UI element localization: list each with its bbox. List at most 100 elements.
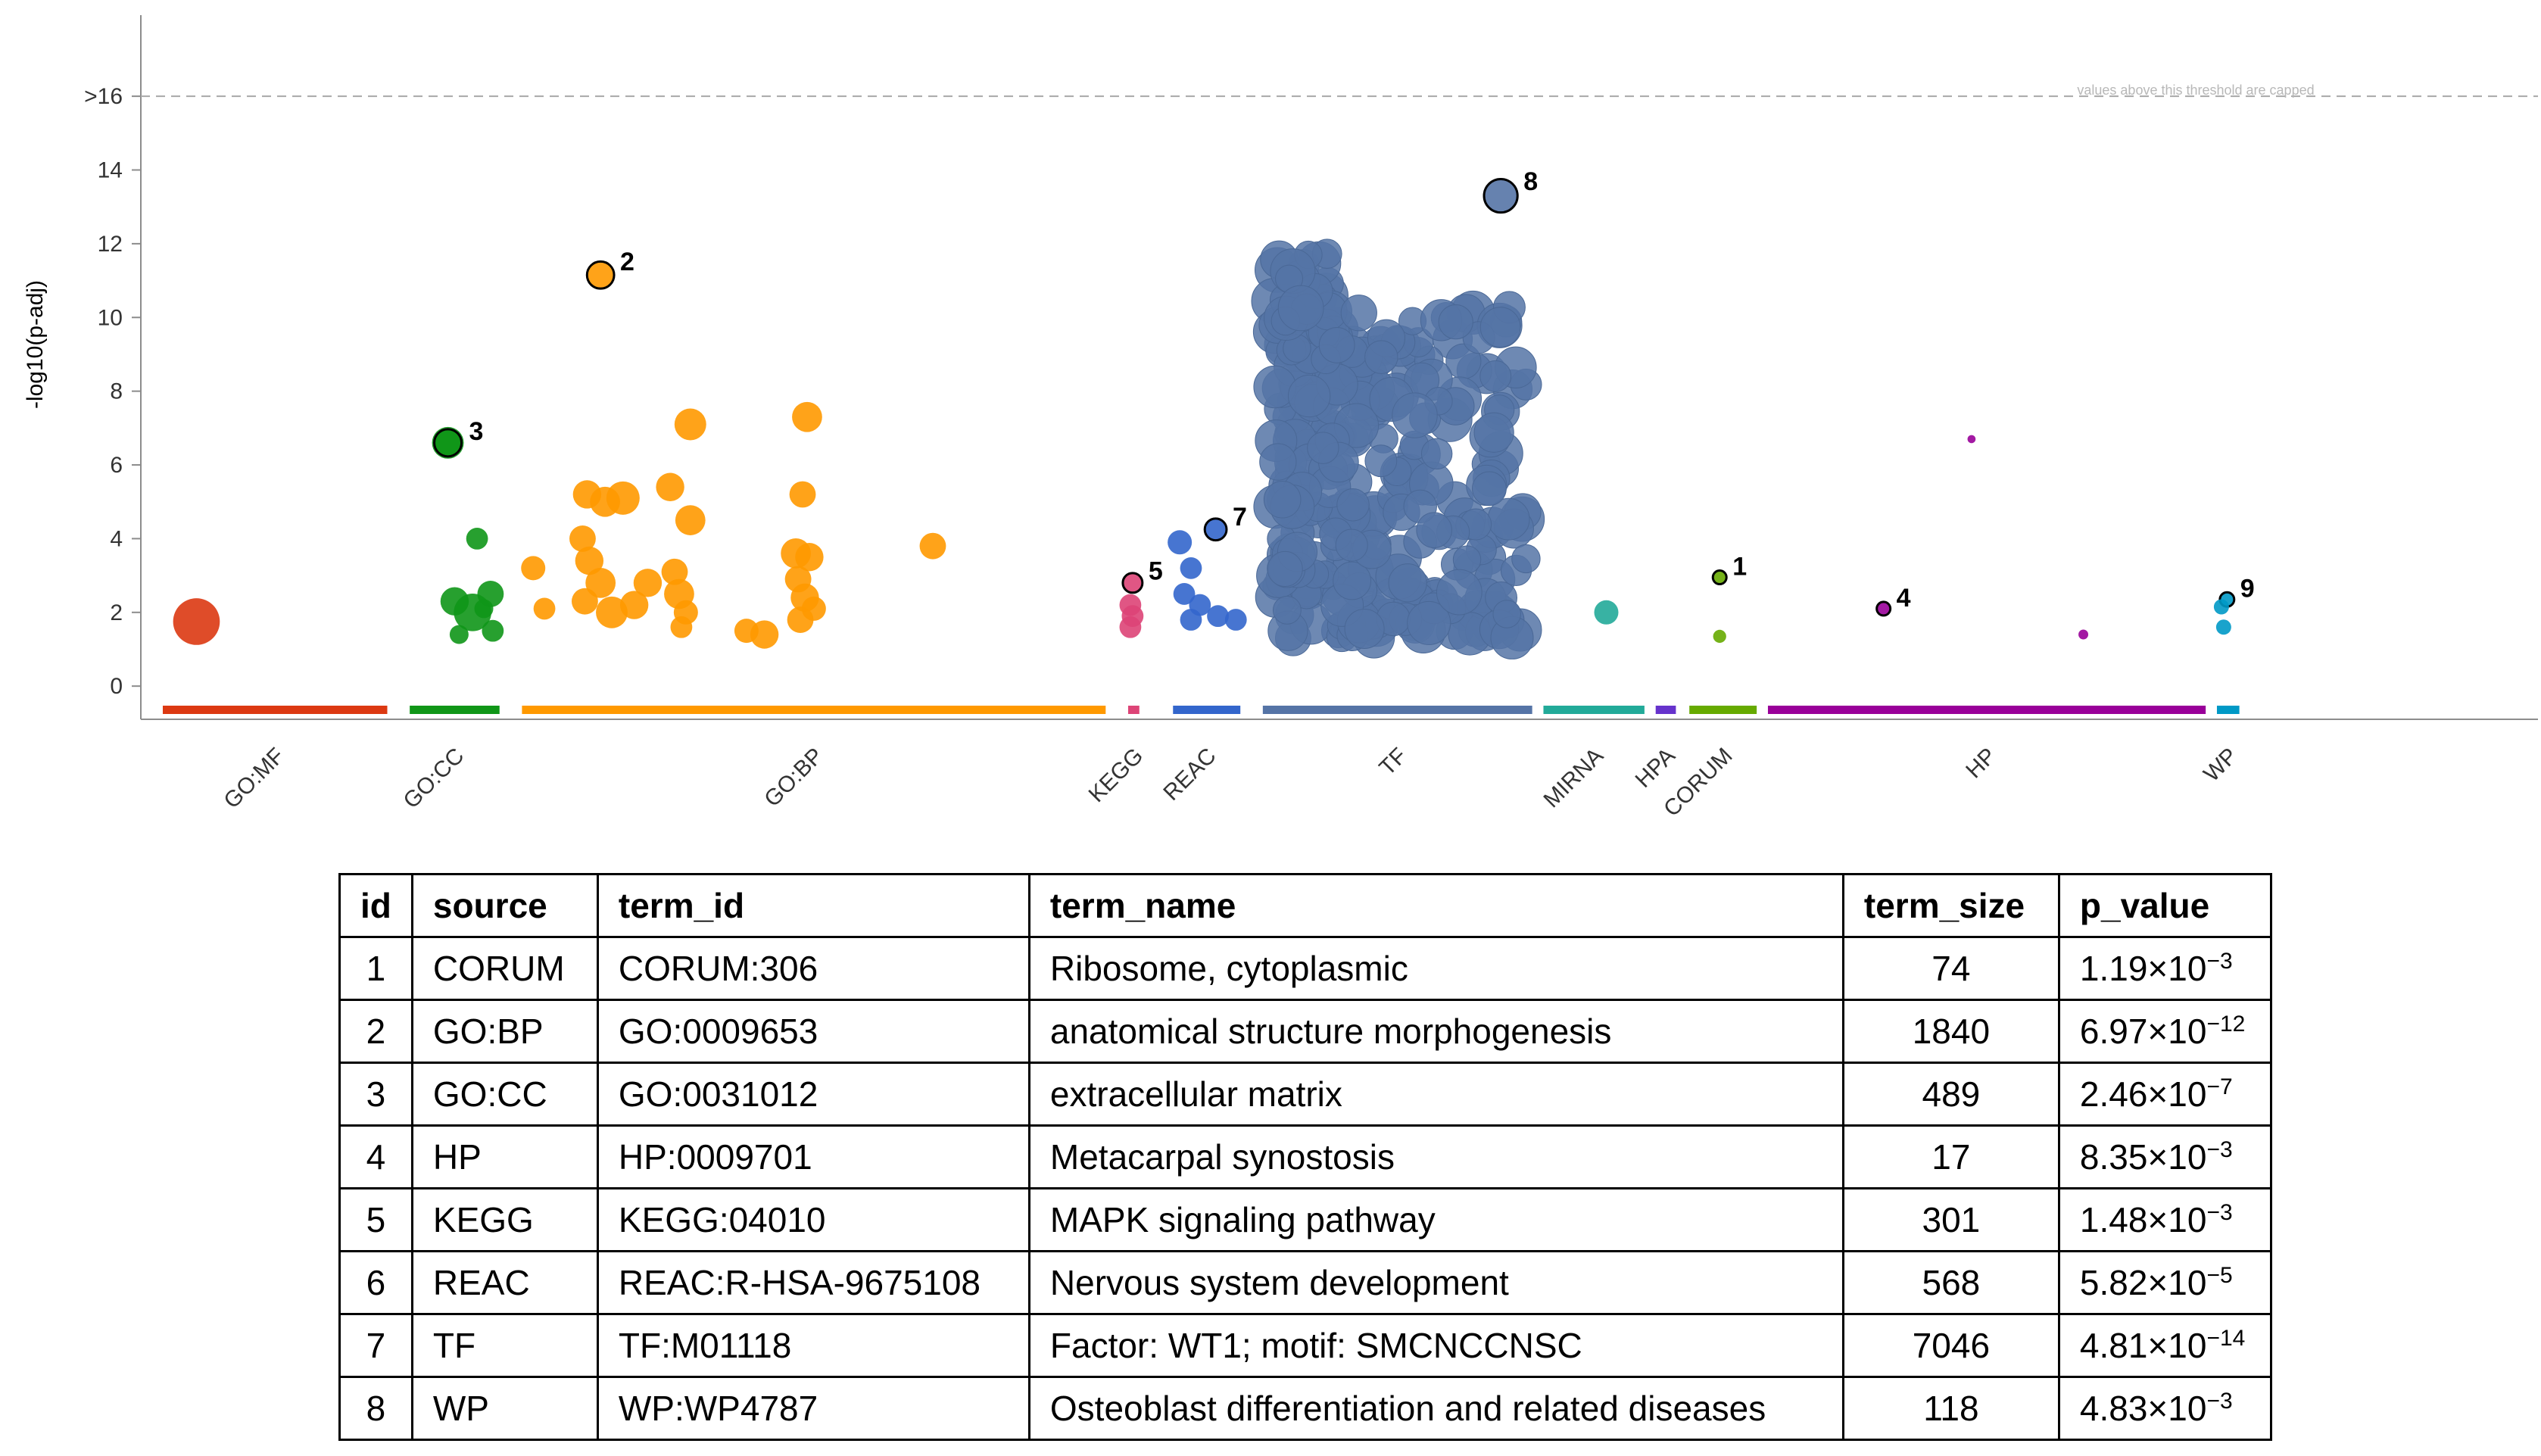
tf-cluster-point (1407, 600, 1451, 645)
cell-term-size: 489 (1841, 1062, 2060, 1127)
header-source: source (410, 873, 599, 938)
source-bar-corum (1689, 706, 1757, 714)
cell-p-value: 8.35×10−3 (2057, 1124, 2272, 1189)
tf-cluster-point (1473, 412, 1514, 453)
y-tick-label-1: 2 (110, 600, 123, 625)
x-category-label-go-bp: GO:BP (759, 744, 828, 812)
table-row: 6 REAC REAC:R-HSA-9675108 Nervous system de… (338, 1250, 2272, 1315)
data-point (795, 543, 824, 572)
cell-p-value: 6.97×10−12 (2057, 999, 2272, 1064)
tf-cluster-point (1333, 561, 1372, 600)
tf-cluster-point (1272, 595, 1302, 625)
results-table: id source term_id term_name term_size p_… (338, 873, 2272, 1441)
data-point (792, 401, 822, 432)
header-id: id (338, 873, 413, 938)
cell-id: 2 (338, 999, 413, 1064)
highlight-label-9: 9 (2240, 574, 2255, 603)
p-mantissa: 1.48×10 (2079, 1200, 2207, 1239)
p-exponent: −14 (2206, 1326, 2246, 1351)
highlight-label-4: 4 (1897, 584, 1911, 613)
p-mantissa: 4.83×10 (2079, 1389, 2207, 1428)
data-point (750, 620, 779, 649)
highlight-point-4 (1875, 600, 1892, 617)
cell-p-value: 4.83×10−3 (2057, 1376, 2272, 1441)
cell-p-value: 2.46×10−7 (2057, 1062, 2272, 1127)
x-category-label-reac: REAC (1158, 744, 1221, 806)
highlight-label-3: 3 (469, 417, 484, 446)
cell-term-name: Metacarpal synostosis (1027, 1124, 1844, 1189)
data-point (1713, 629, 1726, 644)
data-point (449, 625, 469, 644)
data-point (596, 596, 628, 628)
highlight-label-2: 2 (620, 248, 634, 276)
cell-source: REAC (410, 1250, 599, 1315)
cell-term-name: Nervous system development (1027, 1250, 1844, 1315)
highlight-label-7: 7 (1233, 503, 1247, 532)
cell-p-value: 5.82×10−5 (2057, 1250, 2272, 1315)
data-point (1173, 583, 1196, 605)
cell-p-value: 1.48×10−3 (2057, 1187, 2272, 1252)
cell-term-name: extracellular matrix (1027, 1062, 1844, 1127)
tf-cluster-point (1511, 544, 1541, 574)
cell-term-id: TF:M01118 (596, 1313, 1030, 1378)
source-bar-go-mf (163, 706, 388, 714)
tf-cluster-point (1335, 528, 1368, 562)
threshold-note: values above this threshold are capped (2077, 83, 2314, 98)
y-tick-label-5: 10 (98, 305, 123, 330)
cell-id: 4 (338, 1124, 413, 1189)
tf-cluster-point (1416, 512, 1452, 548)
y-tick-label-6: 12 (98, 232, 123, 257)
highlight-point-7 (1203, 517, 1228, 542)
tf-cluster-point (1438, 304, 1473, 340)
cell-source: GO:CC (410, 1062, 599, 1127)
cell-term-name: MAPK signaling pathway (1027, 1187, 1844, 1252)
x-category-label-hp: HP (1961, 744, 2001, 784)
cell-term-size: 1840 (1841, 999, 2060, 1064)
tf-cluster-point (1263, 480, 1302, 519)
cell-term-id: KEGG:04010 (596, 1187, 1030, 1252)
highlight-label-1: 1 (1732, 552, 1747, 581)
cell-term-size: 568 (1841, 1250, 2060, 1315)
data-point (1594, 600, 1619, 625)
cell-id: 1 (338, 936, 413, 1001)
cell-term-size: 301 (1841, 1187, 2060, 1252)
source-bar-hp (1767, 706, 2206, 714)
data-point (1168, 530, 1193, 555)
tf-cluster-point (1287, 374, 1331, 418)
tf-cluster-point (1259, 443, 1297, 481)
p-exponent: −3 (2206, 949, 2233, 974)
tf-cluster-point (1492, 600, 1521, 628)
y-tick-label-0: 0 (110, 674, 123, 699)
cell-term-id: CORUM:306 (596, 936, 1030, 1001)
x-category-label-go-mf: GO:MF (219, 744, 289, 814)
table-row: 4 HP HP:0009701 Metacarpal synostosis 17 8.35… (338, 1124, 2272, 1189)
cell-term-id: GO:0031012 (596, 1062, 1030, 1127)
y-tick-label-8: >16 (84, 84, 123, 109)
data-point (656, 472, 684, 501)
p-exponent: −7 (2206, 1074, 2233, 1099)
table-row: 7 TF TF:M01118 Factor: WT1; motif: SMCNCCNS… (338, 1313, 2272, 1378)
source-bar-tf (1262, 706, 1532, 714)
tf-cluster-point (1420, 438, 1453, 470)
results-table-wrap: id source term_id term_name term_size p_… (338, 873, 2272, 1441)
source-bar-hpa (1655, 706, 1676, 714)
y-axis-title: -log10(p-adj) (23, 280, 48, 409)
tf-cluster-point (1267, 550, 1303, 588)
data-point (569, 525, 596, 552)
cell-term-id: WP:WP4787 (596, 1376, 1030, 1441)
p-exponent: −3 (2206, 1137, 2233, 1162)
data-point (606, 481, 640, 515)
table-row: 8 WP WP:WP4787 Osteoblast differentiation a… (338, 1376, 2272, 1441)
cell-id: 6 (338, 1250, 413, 1315)
header-term-size: term_size (1841, 873, 2060, 938)
data-point (801, 596, 826, 621)
tf-cluster-point (1364, 340, 1398, 374)
p-exponent: −3 (2206, 1389, 2233, 1414)
y-tick-label-7: 14 (98, 158, 123, 183)
cell-id: 7 (338, 1313, 413, 1378)
cell-p-value: 4.81×10−14 (2057, 1313, 2272, 1378)
cell-source: HP (410, 1124, 599, 1189)
tf-cluster-point (1479, 307, 1521, 348)
tf-cluster-point (1436, 569, 1483, 616)
data-point (466, 528, 488, 550)
